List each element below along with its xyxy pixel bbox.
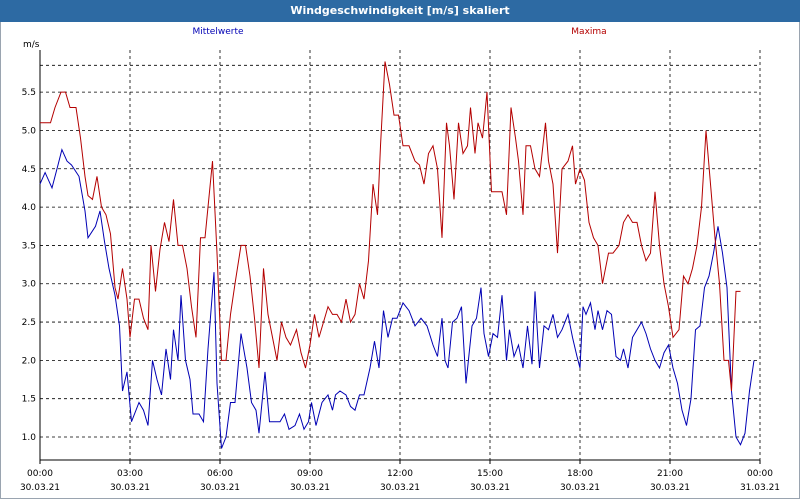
legend-maxima: Maxima bbox=[571, 27, 606, 37]
x-tick-time: 15:00 bbox=[477, 469, 503, 479]
x-tick-time: 09:00 bbox=[297, 469, 323, 479]
x-tick-time: 12:00 bbox=[387, 469, 413, 479]
x-tick-date: 30.03.21 bbox=[290, 483, 330, 493]
y-tick-label: 4.0 bbox=[22, 203, 37, 213]
tick-labels: 1.0 1.5 2.0 2.5 3.0 3.5 4.0 4.5 5.0 5.5 00:00 30.03… bbox=[20, 27, 780, 493]
x-tick-date: 30.03.21 bbox=[380, 483, 420, 493]
y-tick-label: 2.5 bbox=[22, 318, 36, 328]
y-tick-label: 3.0 bbox=[22, 280, 37, 290]
y-tick-label: 5.5 bbox=[22, 88, 36, 98]
x-tick-date: 30.03.21 bbox=[20, 483, 60, 493]
chart-frame: 1.0 1.5 2.0 2.5 3.0 3.5 4.0 4.5 5.0 5.5 00:00 30.03… bbox=[0, 22, 800, 499]
y-axis-label: m/s bbox=[23, 40, 40, 50]
x-tick-time: 21:00 bbox=[657, 469, 683, 479]
series-line-mittelwerte bbox=[39, 148, 755, 449]
legend-mittelwerte: Mittelwerte bbox=[192, 27, 243, 37]
y-tick-label: 2.0 bbox=[22, 356, 37, 366]
y-tick-label: 4.5 bbox=[22, 165, 36, 175]
series-layer bbox=[39, 61, 755, 449]
x-tick-date: 30.03.21 bbox=[200, 483, 240, 493]
y-tick-label: 1.0 bbox=[22, 433, 37, 443]
x-tick-date: 31.03.21 bbox=[740, 483, 780, 493]
y-tick-label: 1.5 bbox=[22, 395, 36, 405]
chart-title: Windgeschwindigkeit [m/s] skaliert bbox=[0, 0, 800, 22]
x-tick-date: 30.03.21 bbox=[650, 483, 690, 493]
x-tick-time: 00:00 bbox=[27, 469, 53, 479]
x-tick-date: 30.03.21 bbox=[560, 483, 600, 493]
x-tick-date: 30.03.21 bbox=[110, 483, 150, 493]
x-tick-time: 03:00 bbox=[117, 469, 143, 479]
grid bbox=[39, 50, 761, 460]
y-tick-label: 3.5 bbox=[22, 241, 36, 251]
x-tick-time: 06:00 bbox=[207, 469, 233, 479]
x-tick-time: 18:00 bbox=[567, 469, 593, 479]
wind-speed-chart: 1.0 1.5 2.0 2.5 3.0 3.5 4.0 4.5 5.0 5.5 00:00 30.03… bbox=[20, 27, 780, 493]
x-tick-date: 30.03.21 bbox=[470, 483, 510, 493]
y-tick-label: 5.0 bbox=[22, 126, 37, 136]
series-line-maxima bbox=[40, 61, 741, 392]
x-tick-time: 00:00 bbox=[747, 469, 773, 479]
axes bbox=[39, 50, 761, 464]
